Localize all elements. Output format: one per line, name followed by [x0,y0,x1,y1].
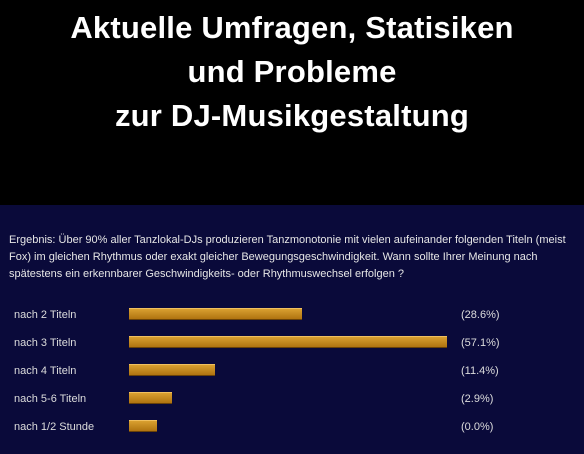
poll-option-row: nach 1/2 Stunde (0.0%) [0,418,584,438]
poll-option-percent: (11.4%) [461,365,499,377]
poll-option-percent: (0.0%) [461,421,494,433]
poll-option-percent: (28.6%) [461,309,500,321]
poll-result-bar [129,420,157,432]
poll-option-label: nach 2 Titeln [14,309,77,321]
poll-question: Ergebnis: Über 90% aller Tanzlokal-DJs p… [9,234,566,280]
poll-result-bar [129,336,447,348]
poll-result-bar [129,308,302,320]
poll-option-percent: (2.9%) [461,393,494,405]
poll-option-row: nach 4 Titeln (11.4%) [0,362,584,382]
poll-option-row: nach 5-6 Titeln (2.9%) [0,390,584,410]
poll-option-label: nach 4 Titeln [14,365,77,377]
poll-result-bar [129,364,215,376]
headline-line-3: zur DJ-Musikgestaltung [114,98,470,133]
poll-option-label: nach 1/2 Stunde [14,421,95,433]
poll-result-bar [129,392,172,404]
poll-option-label: nach 3 Titeln [14,337,77,349]
poll-option-label: nach 5-6 Titeln [14,393,87,405]
page-headline: Aktuelle Umfragen, Statisiken und Proble… [0,0,584,196]
poll-results-panel: Ergebnis: Über 90% aller Tanzlokal-DJs p… [0,205,584,454]
headline-line-2: und Probleme [187,54,397,89]
poll-option-percent: (57.1%) [461,337,500,349]
poll-option-row: nach 2 Titeln (28.6%) [0,306,584,326]
headline-line-1: Aktuelle Umfragen, Statisiken [70,10,514,45]
poll-option-row: nach 3 Titeln (57.1%) [0,334,584,354]
